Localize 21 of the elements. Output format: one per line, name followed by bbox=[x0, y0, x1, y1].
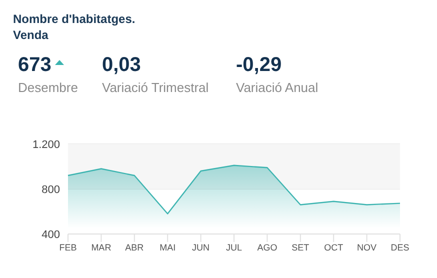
x-tick-label: AGO bbox=[257, 242, 278, 252]
text: 673 bbox=[18, 53, 52, 77]
y-tick-label: 400 bbox=[42, 228, 60, 241]
x-tick-label: MAI bbox=[160, 242, 176, 252]
text: -0,29 bbox=[236, 53, 282, 77]
text: Variació Anual bbox=[236, 80, 318, 95]
x-tick-label: OCT bbox=[324, 242, 344, 252]
x-tick-label: FEB bbox=[59, 242, 77, 252]
text: Variació Trimestral bbox=[102, 80, 209, 95]
x-tick-label: MAR bbox=[91, 242, 112, 252]
chart-title: Nombre d'habitatges. Venda bbox=[13, 11, 136, 43]
text: Desembre bbox=[18, 80, 78, 95]
x-tick-label: JUL bbox=[226, 242, 242, 252]
x-tick-label: JUN bbox=[192, 242, 210, 252]
x-tick-label: ABR bbox=[125, 242, 144, 252]
x-tick-label: DES bbox=[390, 242, 410, 252]
x-tick-label: NOV bbox=[357, 242, 377, 252]
y-tick-label: 800 bbox=[42, 184, 60, 196]
y-tick-label: 1.200 bbox=[32, 138, 60, 151]
text: 0,03 bbox=[102, 53, 141, 77]
x-tick-label: SET bbox=[292, 242, 310, 252]
